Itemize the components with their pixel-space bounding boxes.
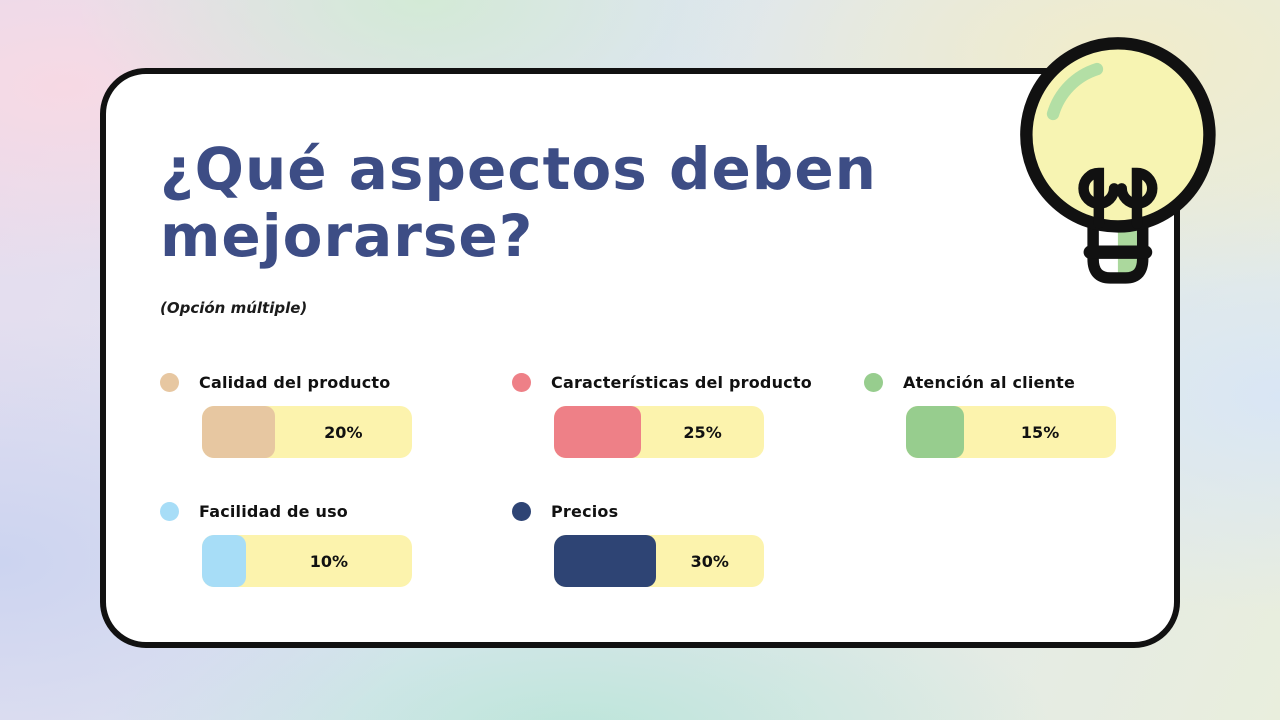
bar-fill — [554, 406, 642, 459]
value-label: 25% — [683, 422, 722, 442]
lightbulb-graphic — [1020, 37, 1216, 284]
value-label: 20% — [324, 422, 363, 442]
bar-fill — [202, 406, 275, 459]
legend-dot — [512, 501, 531, 521]
bar-fill — [554, 535, 656, 588]
bar-track: 25% — [554, 406, 764, 459]
category-label: Calidad del producto — [199, 372, 391, 392]
chart-item: Calidad del producto 20% — [160, 371, 512, 459]
bar-track: 20% — [202, 406, 412, 459]
chart-item: Características del producto 25% — [512, 371, 864, 459]
legend-dot — [512, 372, 531, 392]
slide-card: ¿Qué aspectos deben mejorarse? (Opción m… — [100, 68, 1180, 648]
legend-dot — [864, 372, 883, 392]
bar-track: 10% — [202, 535, 412, 588]
chart-item: Facilidad de uso 10% — [160, 500, 512, 588]
value-label: 10% — [309, 551, 348, 571]
chart-item-header: Precios — [512, 500, 864, 522]
chart-item-header: Atención al cliente — [864, 371, 1216, 393]
legend-dot — [160, 501, 179, 521]
legend-dot — [160, 372, 179, 392]
page-subtitle: (Opción múltiple) — [160, 299, 308, 318]
page-title: ¿Qué aspectos deben mejorarse? — [160, 135, 877, 270]
bar-track: 30% — [554, 535, 764, 588]
chart-item: Precios 30% — [512, 500, 864, 588]
chart-grid: Calidad del producto 20% Características… — [160, 371, 1120, 588]
value-label: 30% — [690, 551, 729, 571]
chart-item: Atención al cliente 15% — [864, 371, 1216, 459]
bar-fill — [202, 535, 246, 588]
bar-fill — [906, 406, 965, 459]
bar-track: 15% — [906, 406, 1116, 459]
lightbulb-icon — [1013, 30, 1219, 289]
category-label: Facilidad de uso — [199, 501, 348, 521]
category-label: Atención al cliente — [903, 372, 1076, 392]
chart-item-header: Facilidad de uso — [160, 500, 512, 522]
chart-item-header: Características del producto — [512, 371, 864, 393]
chart-item-header: Calidad del producto — [160, 371, 512, 393]
category-label: Precios — [551, 501, 619, 521]
category-label: Características del producto — [551, 372, 812, 392]
value-label: 15% — [1020, 422, 1060, 442]
